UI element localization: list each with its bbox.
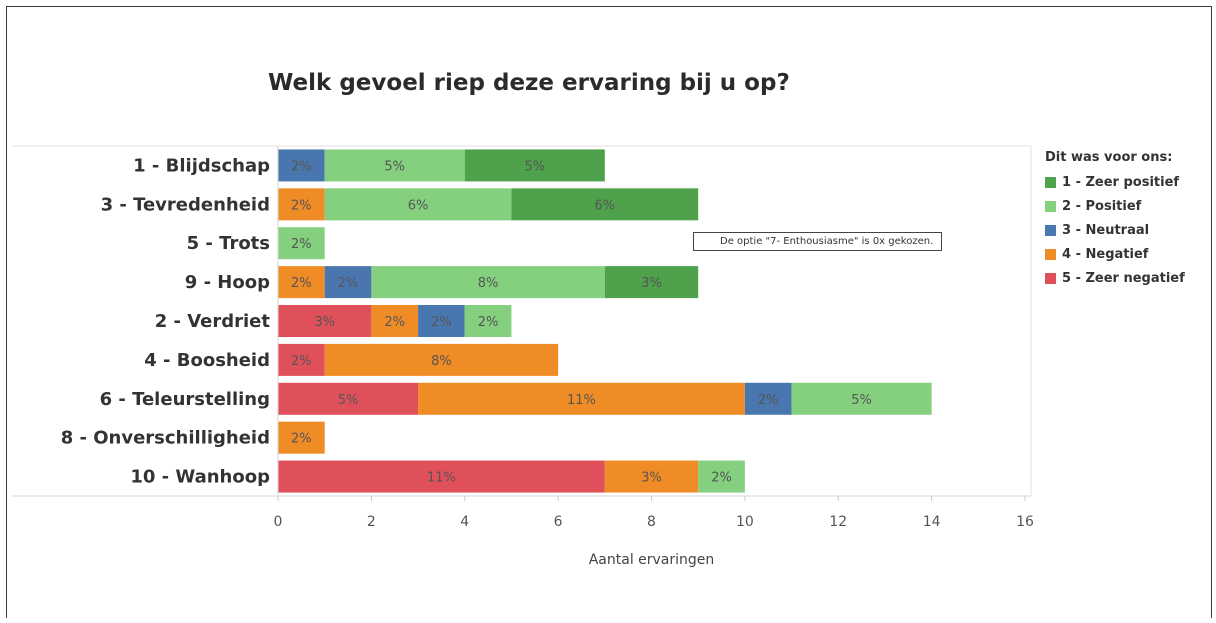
data-label-8-onverschilligheid-4-negatief: 2% bbox=[291, 432, 312, 447]
x-tick-label-8: 8 bbox=[647, 514, 656, 530]
legend-title: Dit was voor ons: bbox=[1045, 150, 1173, 165]
x-tick-label-16: 16 bbox=[1016, 514, 1034, 530]
data-label-6-teleurstelling-2-positief: 5% bbox=[851, 393, 872, 408]
category-label-10-wanhoop: 10 - Wanhoop bbox=[130, 467, 270, 488]
x-tick-label-2: 2 bbox=[367, 514, 376, 530]
legend-label-1-zeer-positief: 1 - Zeer positief bbox=[1062, 174, 1180, 190]
legend-swatch-2-positief bbox=[1045, 200, 1056, 212]
legend-label-4-negatief: 4 - Negatief bbox=[1062, 246, 1149, 262]
legend-label-3-neutraal: 3 - Neutraal bbox=[1062, 222, 1150, 238]
data-label-1-blijdschap-2-positief: 5% bbox=[384, 159, 405, 174]
data-label-3-tevredenheid-4-negatief: 2% bbox=[291, 198, 312, 213]
bar-segment-2-verdriet-5-zeer-negatief bbox=[278, 305, 372, 337]
category-label-1-blijdschap: 1 - Blijdschap bbox=[133, 155, 270, 176]
bar-segment-9-hoop-3-neutraal bbox=[324, 266, 372, 299]
data-label-4-boosheid-5-zeer-negatief: 2% bbox=[291, 354, 312, 369]
data-label-2-verdriet-4-negatief: 2% bbox=[384, 315, 405, 330]
legend-item-5-zeer-negatief[interactable]: 5 - Zeer negatief bbox=[1045, 266, 1185, 290]
x-tick-label-4: 4 bbox=[460, 514, 469, 530]
legend-swatch-3-neutraal bbox=[1045, 224, 1056, 236]
category-label-3-tevredenheid: 3 - Tevredenheid bbox=[101, 194, 270, 215]
bar-segment-2-verdriet-3-neutraal bbox=[418, 305, 465, 337]
data-label-2-verdriet-2-positief: 2% bbox=[478, 315, 499, 330]
legend-swatch-5-zeer-negatief bbox=[1045, 272, 1056, 284]
data-label-4-boosheid-4-negatief: 8% bbox=[431, 354, 452, 369]
category-label-9-hoop: 9 - Hoop bbox=[185, 272, 270, 293]
data-label-1-blijdschap-1-zeer-positief: 5% bbox=[524, 159, 545, 174]
x-axis-title: Aantal ervaringen bbox=[589, 552, 715, 568]
legend-item-4-negatief[interactable]: 4 - Negatief bbox=[1045, 242, 1185, 266]
category-label-8-onverschilligheid: 8 - Onverschilligheid bbox=[61, 428, 270, 449]
bar-segment-10-wanhoop-5-zeer-negatief bbox=[278, 460, 605, 493]
category-label-5-trots: 5 - Trots bbox=[187, 233, 270, 254]
legend-item-3-neutraal[interactable]: 3 - Neutraal bbox=[1045, 218, 1185, 242]
bar-layer: 2% 5% 5% 2% 6% 6% 2% 2% 2% 8% 3% 3% 2% 2% 2% 2% 8% 5% 11% 2… bbox=[278, 149, 932, 493]
category-label-2-verdriet: 2 - Verdriet bbox=[155, 311, 271, 332]
category-label-4-boosheid: 4 - Boosheid bbox=[144, 350, 270, 371]
bar-segment-1-blijdschap-1-zeer-positief bbox=[464, 149, 605, 182]
bar-segment-9-hoop-2-positief bbox=[371, 266, 605, 299]
data-label-6-teleurstelling-3-neutraal: 2% bbox=[758, 393, 779, 408]
legend-swatch-4-negatief bbox=[1045, 248, 1056, 260]
category-label-6-teleurstelling: 6 - Teleurstelling bbox=[100, 389, 270, 410]
data-label-3-tevredenheid-1-zeer-positief: 6% bbox=[595, 198, 616, 213]
x-tick-label-14: 14 bbox=[923, 514, 941, 530]
bar-segment-10-wanhoop-4-negatief bbox=[604, 460, 699, 493]
legend-label-2-positief: 2 - Positief bbox=[1062, 198, 1142, 214]
bar-segment-1-blijdschap-2-positief bbox=[324, 149, 465, 182]
data-label-9-hoop-3-neutraal: 2% bbox=[338, 276, 359, 291]
data-label-1-blijdschap-3-neutraal: 2% bbox=[291, 159, 312, 174]
bar-segment-10-wanhoop-2-positief bbox=[698, 460, 745, 493]
chart-frame bbox=[6, 6, 1212, 618]
bar-segment-2-verdriet-4-negatief bbox=[371, 305, 419, 337]
bar-segment-8-onverschilligheid-4-negatief bbox=[278, 421, 325, 454]
legend-items: 1 - Zeer positief 2 - Positief 3 - Neutraa… bbox=[1045, 170, 1185, 290]
data-label-6-teleurstelling-5-zeer-negatief: 5% bbox=[338, 393, 359, 408]
bar-segment-3-tevredenheid-2-positief bbox=[324, 188, 512, 221]
bar-segment-3-tevredenheid-4-negatief bbox=[278, 188, 325, 221]
bar-segment-6-teleurstelling-4-negatief bbox=[418, 382, 745, 415]
bar-segment-9-hoop-4-negatief bbox=[278, 266, 325, 299]
data-label-5-trots-2-positief: 2% bbox=[291, 237, 312, 252]
data-label-9-hoop-4-negatief: 2% bbox=[291, 276, 312, 291]
bar-segment-5-trots-2-positief bbox=[278, 227, 325, 260]
data-label-6-teleurstelling-4-negatief: 11% bbox=[567, 393, 596, 408]
data-label-9-hoop-2-positief: 8% bbox=[478, 276, 499, 291]
bar-segment-1-blijdschap-3-neutraal bbox=[278, 149, 325, 182]
bar-segment-4-boosheid-5-zeer-negatief bbox=[278, 343, 325, 376]
bar-segment-6-teleurstelling-3-neutraal bbox=[744, 382, 792, 415]
legend-label-5-zeer-negatief: 5 - Zeer negatief bbox=[1062, 270, 1185, 286]
legend-item-1-zeer-positief[interactable]: 1 - Zeer positief bbox=[1045, 170, 1185, 194]
category-labels: 1 - Blijdschap 3 - Tevredenheid 5 - Trots 9… bbox=[61, 155, 271, 487]
data-label-2-verdriet-3-neutraal: 2% bbox=[431, 315, 452, 330]
x-axis: 0 2 4 6 8 10 12 14 16 Aantal ervaringen bbox=[12, 145, 1034, 568]
data-label-10-wanhoop-2-positief: 2% bbox=[711, 471, 732, 486]
bar-segment-4-boosheid-4-negatief bbox=[324, 343, 559, 376]
legend-item-2-positief[interactable]: 2 - Positief bbox=[1045, 194, 1185, 218]
x-tick-label-0: 0 bbox=[274, 514, 283, 530]
x-tick-label-12: 12 bbox=[829, 514, 847, 530]
bar-segment-2-verdriet-2-positief bbox=[464, 305, 512, 337]
x-tick-label-6: 6 bbox=[554, 514, 563, 530]
bar-segment-3-tevredenheid-1-zeer-positief bbox=[511, 188, 699, 221]
legend-swatch-1-zeer-positief bbox=[1045, 176, 1056, 188]
data-label-9-hoop-1-zeer-positief: 3% bbox=[641, 276, 662, 291]
bar-segment-6-teleurstelling-5-zeer-negatief bbox=[278, 382, 419, 415]
annotation-note: De optie "7- Enthousiasme" is 0x gekozen… bbox=[693, 232, 943, 251]
bar-segment-9-hoop-1-zeer-positief bbox=[604, 266, 699, 299]
x-tick-label-10: 10 bbox=[736, 514, 754, 530]
bar-segment-6-teleurstelling-2-positief bbox=[791, 382, 932, 415]
legend: Dit was voor ons: 1 - Zeer positief 2 - P… bbox=[1045, 150, 1185, 290]
chart-title: Welk gevoel riep deze ervaring bij u op? bbox=[268, 70, 790, 96]
data-label-10-wanhoop-4-negatief: 3% bbox=[641, 471, 662, 486]
data-label-10-wanhoop-5-zeer-negatief: 11% bbox=[427, 471, 456, 486]
data-label-2-verdriet-5-zeer-negatief: 3% bbox=[314, 315, 335, 330]
data-label-3-tevredenheid-2-positief: 6% bbox=[408, 198, 429, 213]
